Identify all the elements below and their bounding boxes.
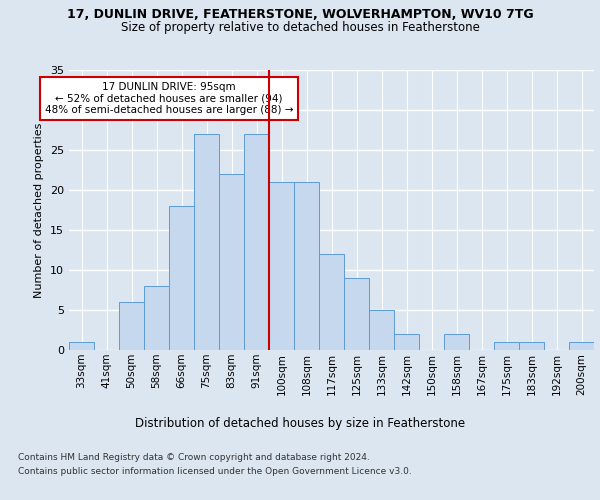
Bar [169,206,194,350]
Bar [394,334,419,350]
Text: Size of property relative to detached houses in Featherstone: Size of property relative to detached ho… [121,21,479,34]
Bar [269,182,294,350]
Text: 17 DUNLIN DRIVE: 95sqm
← 52% of detached houses are smaller (94)
48% of semi-det: 17 DUNLIN DRIVE: 95sqm ← 52% of detached… [45,82,293,115]
Text: Contains public sector information licensed under the Open Government Licence v3: Contains public sector information licen… [18,467,412,476]
Bar [194,134,219,350]
Bar [219,174,244,350]
Text: Distribution of detached houses by size in Featherstone: Distribution of detached houses by size … [135,418,465,430]
Text: 17, DUNLIN DRIVE, FEATHERSTONE, WOLVERHAMPTON, WV10 7TG: 17, DUNLIN DRIVE, FEATHERSTONE, WOLVERHA… [67,8,533,20]
Bar [569,342,594,350]
Bar [369,310,394,350]
Bar [344,278,369,350]
Bar [519,342,544,350]
Bar [244,134,269,350]
Bar [319,254,344,350]
Bar [294,182,319,350]
Bar [494,342,519,350]
Y-axis label: Number of detached properties: Number of detached properties [34,122,44,298]
Bar [69,342,94,350]
Bar [144,286,169,350]
Text: Contains HM Land Registry data © Crown copyright and database right 2024.: Contains HM Land Registry data © Crown c… [18,454,370,462]
Bar [444,334,469,350]
Bar [119,302,144,350]
